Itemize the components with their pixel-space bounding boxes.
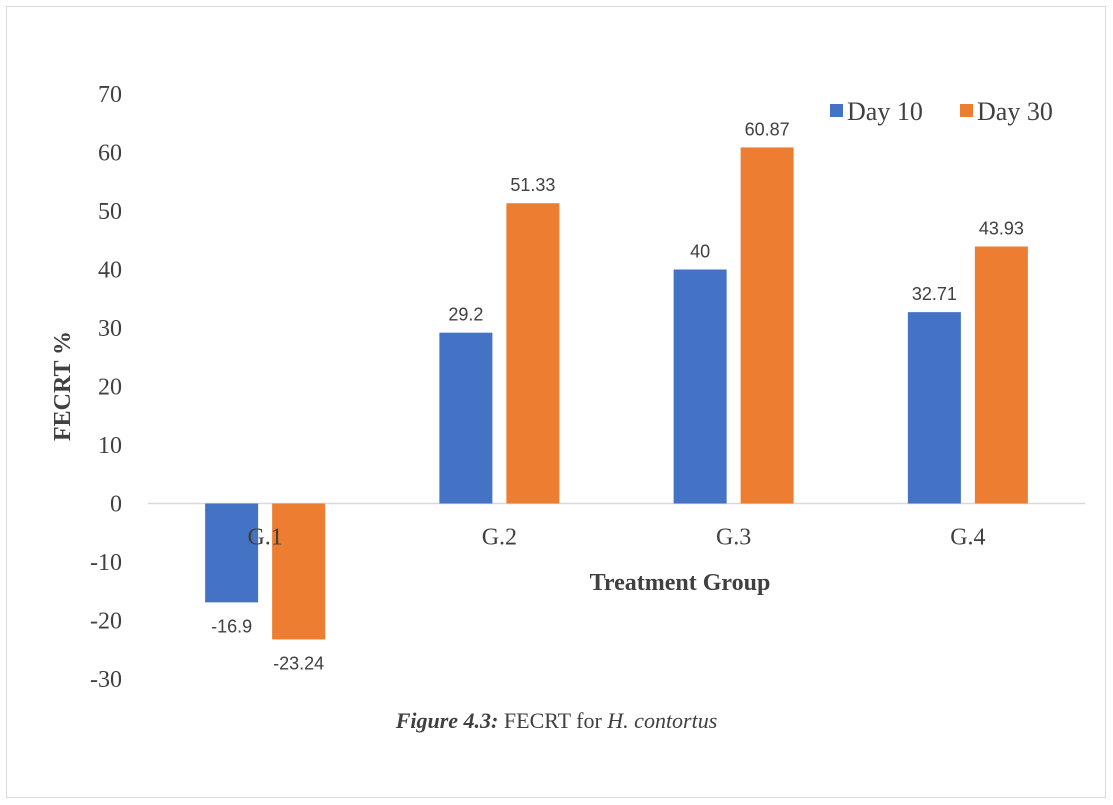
legend-label: Day 30	[977, 97, 1053, 126]
bar-day-30-g1	[272, 503, 326, 640]
figure-label: Figure 4.3:	[395, 708, 499, 733]
bar-day-30-g4	[974, 246, 1028, 504]
y-tick-label: 60	[98, 141, 122, 167]
y-tick-label: 50	[98, 199, 122, 225]
legend: Day 10 Day 30	[830, 97, 1053, 126]
x-tick-label: G.2	[482, 525, 517, 551]
y-tick-label: 40	[98, 258, 122, 284]
data-label: 40	[690, 242, 710, 262]
y-tick-label: -30	[90, 667, 122, 693]
data-label: 60.87	[745, 119, 790, 139]
bar-day-10-g2	[439, 332, 493, 504]
y-tick-label: 0	[110, 492, 122, 518]
caption-species: H. contortus	[607, 708, 718, 733]
data-label: 32.71	[912, 284, 957, 304]
y-tick-label: 10	[98, 433, 122, 459]
data-label: -16.9	[211, 616, 252, 636]
x-tick-label: G.3	[716, 525, 751, 551]
bars-group: -16.9 -23.24 29.2 51.33 40 60.87 32.71 43.93	[205, 119, 1028, 673]
bar-day-30-g2	[506, 203, 560, 504]
y-axis-ticks: 70 60 50 40 30 20 10 0 -10 -20 -30	[90, 82, 122, 693]
x-axis-title: Treatment Group	[590, 570, 771, 596]
figure-caption: Figure 4.3: FECRT for H. contortus	[0, 708, 1113, 734]
x-tick-label: G.1	[247, 525, 282, 551]
caption-text: FECRT for	[498, 708, 608, 733]
data-label: 29.2	[448, 305, 483, 325]
legend-swatch-day-10	[830, 104, 843, 117]
y-tick-label: -20	[90, 609, 122, 635]
legend-swatch-day-30	[960, 104, 973, 117]
data-label: 51.33	[510, 175, 555, 195]
bar-day-10-g3	[673, 269, 727, 504]
bar-day-10-g1	[205, 503, 259, 603]
y-tick-label: 70	[98, 82, 122, 108]
y-tick-label: 30	[98, 316, 122, 342]
bar-day-10-g4	[907, 312, 961, 504]
data-label: -23.24	[273, 653, 324, 673]
y-tick-label: -10	[90, 550, 122, 576]
y-tick-label: 20	[98, 375, 122, 401]
bar-day-30-g3	[740, 147, 794, 504]
data-label: 43.93	[979, 219, 1024, 239]
x-tick-label: G.4	[950, 525, 985, 551]
y-axis-title: FECRT %	[50, 331, 76, 441]
x-axis-ticks: G.1 G.2 G.3 G.4	[247, 525, 985, 551]
legend-label: Day 10	[847, 97, 923, 126]
